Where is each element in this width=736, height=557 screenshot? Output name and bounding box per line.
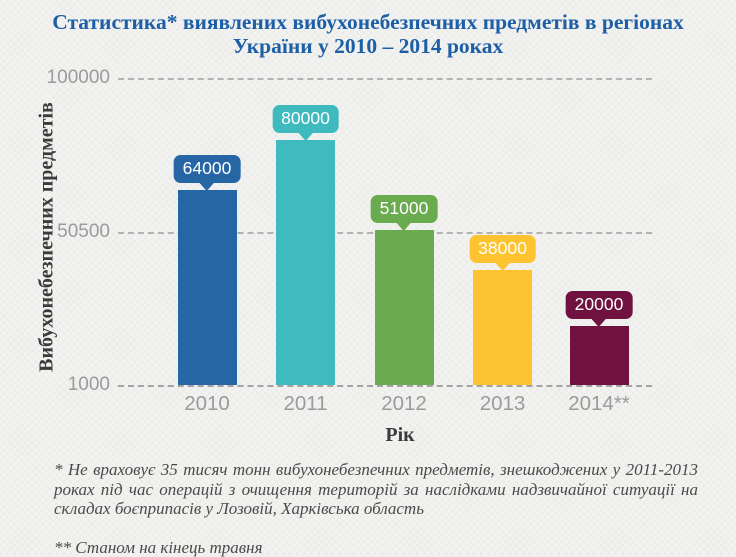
bubble-tail-icon	[297, 132, 313, 141]
bar-value-label: 38000	[478, 238, 527, 258]
bar-value-label: 80000	[281, 108, 330, 128]
bubble-tail-icon	[396, 222, 412, 231]
x-tick-label: 2014**	[568, 392, 630, 416]
bubble-tail-icon	[199, 182, 215, 191]
x-tick-label: 2012	[381, 392, 427, 416]
x-tick-label: 2013	[480, 392, 526, 416]
footnote-1: * Не враховує 35 тисяч тонн вибухонебезп…	[54, 460, 698, 519]
bar-value-bubble: 80000	[272, 105, 339, 133]
bubble-tail-icon	[494, 262, 510, 271]
bar-value-bubble: 20000	[566, 291, 633, 319]
bar-2014	[570, 326, 629, 385]
y-tick-label: 1000	[22, 374, 110, 396]
chart-title: Статистика* виявлених вибухонебезпечних …	[36, 10, 700, 58]
bar-2012	[375, 230, 434, 385]
bar-value-bubble: 38000	[469, 235, 536, 263]
bar-2011	[276, 140, 335, 385]
footnotes: * Не враховує 35 тисяч тонн вибухонебезп…	[54, 460, 698, 557]
bar-value-label: 64000	[183, 158, 232, 178]
x-tick-label: 2011	[283, 392, 327, 416]
x-tick-label: 2010	[184, 392, 230, 416]
bar-value-bubble: 64000	[174, 155, 241, 183]
x-axis-title: Рік	[385, 424, 414, 447]
bar-value-label: 20000	[575, 294, 624, 314]
y-tick-label: 50500	[22, 221, 110, 243]
bubble-tail-icon	[591, 318, 607, 327]
bar-value-bubble: 51000	[371, 195, 438, 223]
bar-2013	[473, 270, 532, 385]
baseline-gridline	[118, 385, 652, 387]
footnote-2: ** Станом на кінець травня	[54, 538, 698, 557]
bar-value-label: 51000	[380, 198, 429, 218]
bar-2010	[178, 190, 237, 385]
y-tick-label: 100000	[22, 67, 110, 89]
